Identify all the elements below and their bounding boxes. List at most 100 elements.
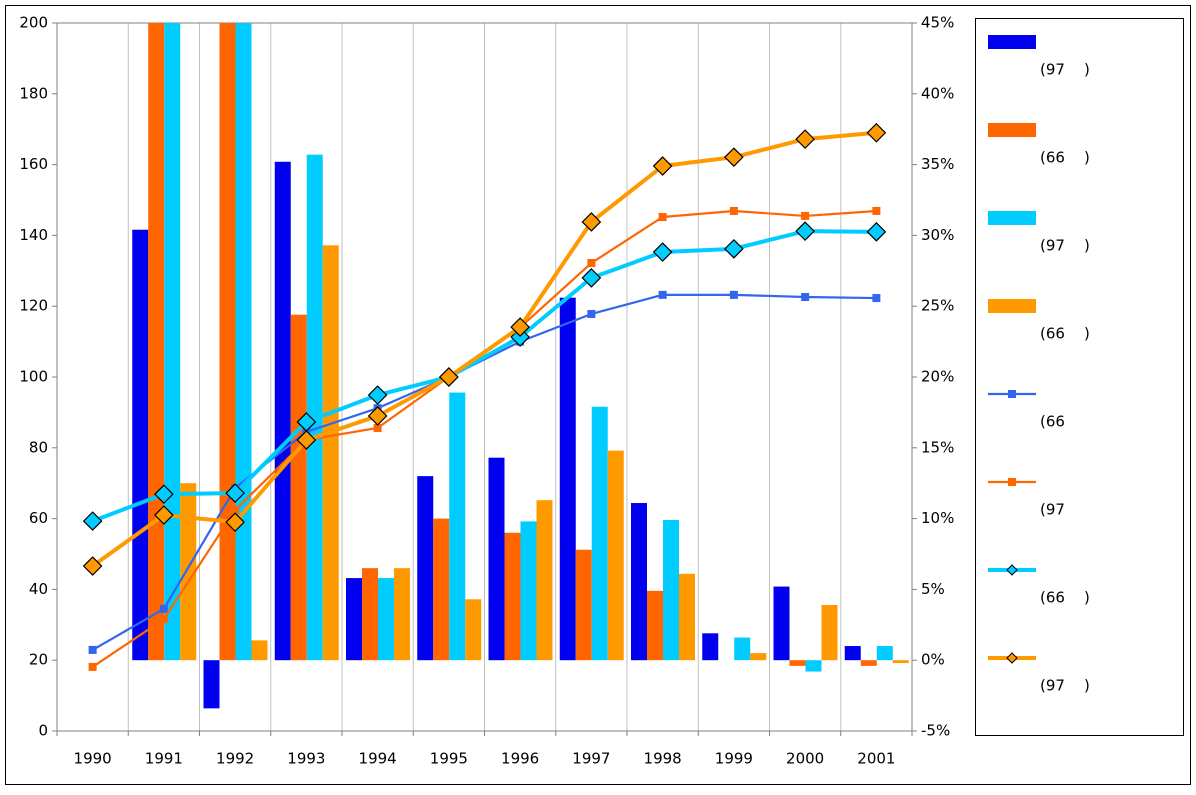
legend-label: (97 xyxy=(1040,501,1065,519)
legend-marker xyxy=(1008,478,1016,486)
marker xyxy=(373,423,382,432)
legend-label: (97 ) xyxy=(1040,237,1090,255)
marker xyxy=(872,206,881,215)
bar xyxy=(394,568,410,661)
bar xyxy=(679,573,695,661)
bar xyxy=(647,590,663,661)
x-tick-label: 1990 xyxy=(74,750,112,768)
marker xyxy=(510,317,530,337)
y-tick-label: 180 xyxy=(19,84,48,102)
bar xyxy=(417,476,434,661)
legend-marker xyxy=(1006,652,1018,664)
marker xyxy=(658,212,667,221)
legend-box xyxy=(975,18,1184,736)
marker xyxy=(801,292,810,301)
y-tick-label: 60 xyxy=(29,509,48,527)
marker xyxy=(795,221,815,242)
bar xyxy=(132,229,149,661)
bar xyxy=(536,500,553,661)
y-tick-label: 200 xyxy=(19,14,48,32)
y2-tick-label: 5% xyxy=(921,580,945,598)
legend-label: (66 xyxy=(1040,413,1065,431)
bar xyxy=(433,518,450,661)
bar xyxy=(734,637,751,661)
marker xyxy=(225,512,245,532)
bar xyxy=(821,604,838,661)
marker xyxy=(225,483,245,503)
marker xyxy=(159,615,168,624)
bar xyxy=(346,578,362,661)
x-tick-label: 2000 xyxy=(786,750,824,768)
bar xyxy=(235,23,252,661)
marker xyxy=(439,367,459,387)
bar xyxy=(520,521,537,661)
legend-marker xyxy=(1008,390,1016,398)
y2-tick-label: -5% xyxy=(921,722,950,740)
x-tick-label: 1999 xyxy=(715,750,753,768)
y-tick-label: 20 xyxy=(29,651,48,669)
legend-label: (66 ) xyxy=(1040,149,1090,167)
x-tick-label: 2001 xyxy=(857,750,895,768)
marker xyxy=(367,406,388,426)
bar xyxy=(148,23,165,661)
marker xyxy=(88,645,97,654)
x-tick-label: 1998 xyxy=(644,750,682,768)
legend-label: (97 ) xyxy=(1040,61,1090,79)
legend-label: (66 ) xyxy=(1040,589,1090,607)
legend-swatch xyxy=(988,299,1036,313)
line xyxy=(92,293,877,651)
x-tick-label: 1994 xyxy=(359,750,397,768)
bar xyxy=(290,314,307,661)
bar xyxy=(465,599,482,661)
marker xyxy=(154,505,174,525)
marker xyxy=(154,484,174,505)
marker xyxy=(82,556,103,576)
y2-tick-label: 15% xyxy=(921,438,954,456)
marker xyxy=(795,129,815,149)
bar xyxy=(251,640,268,661)
x-tick-label: 1993 xyxy=(287,750,325,768)
y-tick-label: 40 xyxy=(29,580,48,598)
marker xyxy=(652,242,673,262)
bar xyxy=(892,660,909,664)
marker xyxy=(652,156,673,176)
marker xyxy=(866,122,887,143)
y2-tick-label: 45% xyxy=(921,14,954,32)
bar xyxy=(274,161,291,661)
y-tick-label: 0 xyxy=(38,722,48,740)
marker xyxy=(82,511,103,531)
bar xyxy=(750,653,767,661)
x-tick-label: 1992 xyxy=(216,750,254,768)
marker xyxy=(587,309,596,318)
y2-tick-label: 40% xyxy=(921,84,954,102)
bar xyxy=(488,457,505,661)
bar xyxy=(773,586,790,661)
bar xyxy=(449,392,466,661)
bar xyxy=(663,520,679,661)
bar xyxy=(860,660,877,666)
line xyxy=(91,130,877,568)
x-tick-label: 1996 xyxy=(501,750,539,768)
marker xyxy=(367,385,388,405)
bar xyxy=(876,646,893,661)
bar xyxy=(805,660,822,672)
marker xyxy=(658,290,667,299)
marker xyxy=(724,147,744,168)
marker xyxy=(801,211,810,220)
y-tick-label: 160 xyxy=(19,155,48,173)
y2-tick-label: 20% xyxy=(921,368,954,386)
marker xyxy=(88,662,97,671)
y-tick-label: 100 xyxy=(19,368,48,386)
bar xyxy=(702,633,719,661)
bar xyxy=(203,660,220,709)
marker xyxy=(231,506,240,515)
bar xyxy=(378,578,394,661)
bar xyxy=(164,23,181,661)
marker xyxy=(159,604,168,613)
x-tick-label: 1991 xyxy=(145,750,183,768)
legend-label: (97 ) xyxy=(1040,677,1090,695)
y-tick-label: 80 xyxy=(29,438,48,456)
y2-tick-label: 30% xyxy=(921,226,954,244)
bar xyxy=(844,646,861,661)
